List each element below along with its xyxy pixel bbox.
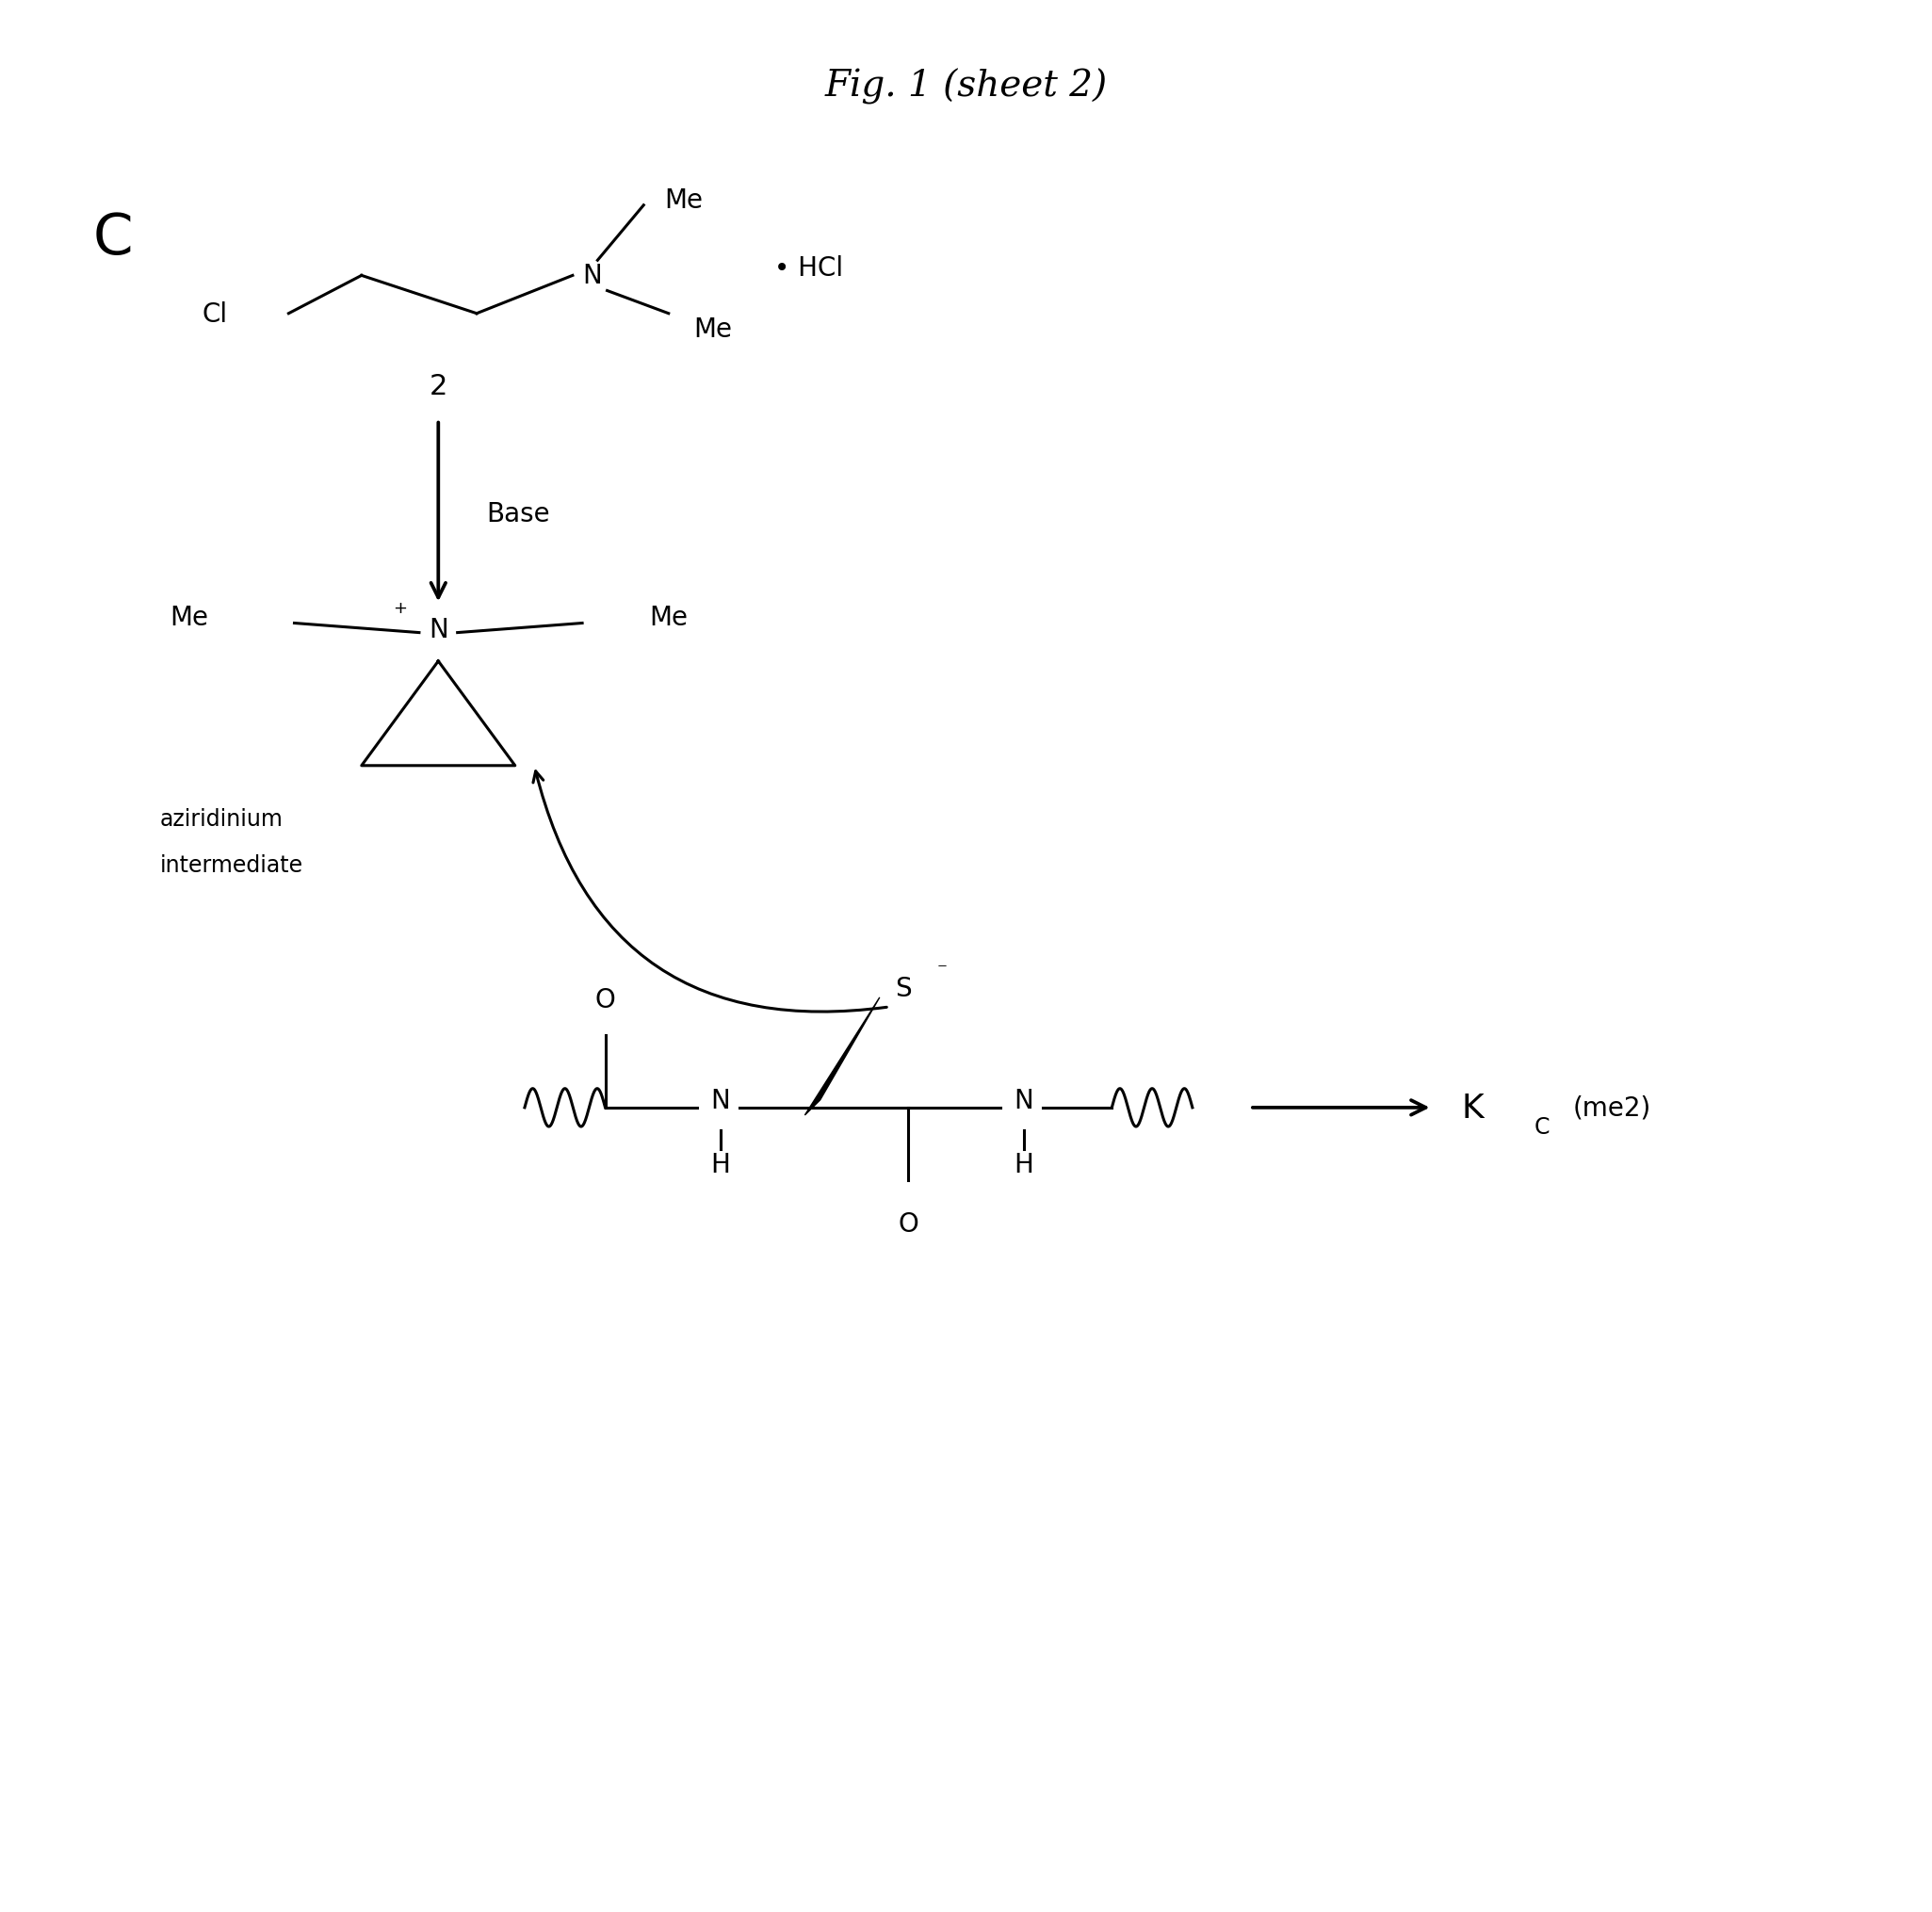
Text: C: C	[93, 210, 133, 266]
Text: S: S	[895, 975, 912, 1002]
Text: Fig. 1 (sheet 2): Fig. 1 (sheet 2)	[825, 69, 1107, 105]
Text: H: H	[1014, 1151, 1034, 1178]
Text: Cl: Cl	[201, 300, 228, 327]
Text: Me: Me	[694, 315, 732, 342]
Text: O: O	[595, 987, 616, 1013]
Text: Base: Base	[487, 501, 551, 526]
Text: H: H	[711, 1151, 730, 1178]
Text: C: C	[1534, 1115, 1549, 1138]
Text: N: N	[582, 264, 601, 289]
Text: ⁻: ⁻	[937, 960, 947, 979]
Text: Me: Me	[649, 604, 688, 631]
Text: • HCl: • HCl	[775, 256, 842, 281]
Text: intermediate: intermediate	[160, 853, 303, 876]
Text: (me2): (me2)	[1573, 1096, 1650, 1120]
Text: +: +	[392, 600, 408, 618]
FancyArrowPatch shape	[533, 772, 887, 1011]
Text: N: N	[429, 616, 448, 642]
Text: K: K	[1461, 1092, 1484, 1124]
Polygon shape	[806, 998, 879, 1115]
Text: N: N	[711, 1088, 730, 1113]
Text: Me: Me	[170, 604, 209, 631]
Text: 2: 2	[429, 373, 448, 400]
Text: O: O	[898, 1210, 920, 1237]
Text: aziridinium: aziridinium	[160, 809, 284, 830]
Text: Me: Me	[665, 187, 703, 214]
Text: N: N	[1014, 1088, 1034, 1113]
